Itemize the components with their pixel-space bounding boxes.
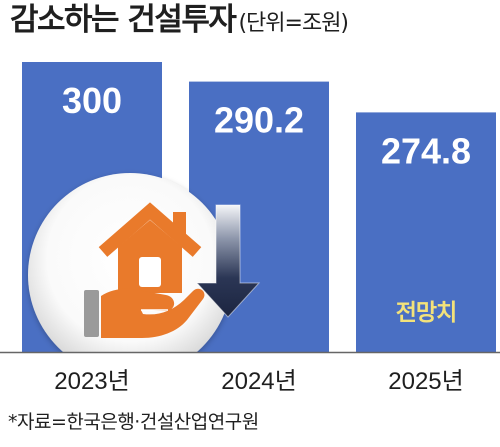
house-roof bbox=[98, 202, 202, 257]
annotations: 전망치 bbox=[396, 300, 457, 326]
hand-palm bbox=[101, 288, 205, 338]
down-arrow-icon bbox=[195, 204, 261, 318]
bar-2025 bbox=[356, 112, 496, 353]
forecast-label: 전망치 bbox=[396, 300, 456, 326]
hand-cuff bbox=[84, 290, 99, 337]
house-icon bbox=[98, 202, 202, 293]
value-labels: 300 290.2 274.8 bbox=[62, 80, 471, 171]
chart-title: 감소하는 건설투자 bbox=[10, 2, 237, 38]
bars bbox=[22, 62, 496, 353]
chart-header: 감소하는 건설투자 (단위=조원) bbox=[10, 0, 349, 40]
house-body bbox=[118, 220, 182, 293]
house-in-hand-icon bbox=[28, 173, 232, 352]
value-label-2024: 290.2 bbox=[214, 100, 304, 141]
value-label-2023: 300 bbox=[62, 80, 122, 121]
category-label-2024: 2024년 bbox=[221, 368, 296, 395]
category-label-2023: 2023년 bbox=[54, 368, 129, 395]
category-label-2025: 2025년 bbox=[388, 368, 463, 395]
unit-label: (단위=조원) bbox=[238, 11, 349, 36]
value-label-2025: 274.8 bbox=[381, 130, 471, 171]
source-note: *자료=한국은행·건설산업연구원 bbox=[8, 411, 259, 433]
hand-icon bbox=[84, 288, 205, 338]
category-labels: 2023년 2024년 2025년 bbox=[54, 368, 463, 395]
house-door bbox=[139, 257, 161, 287]
